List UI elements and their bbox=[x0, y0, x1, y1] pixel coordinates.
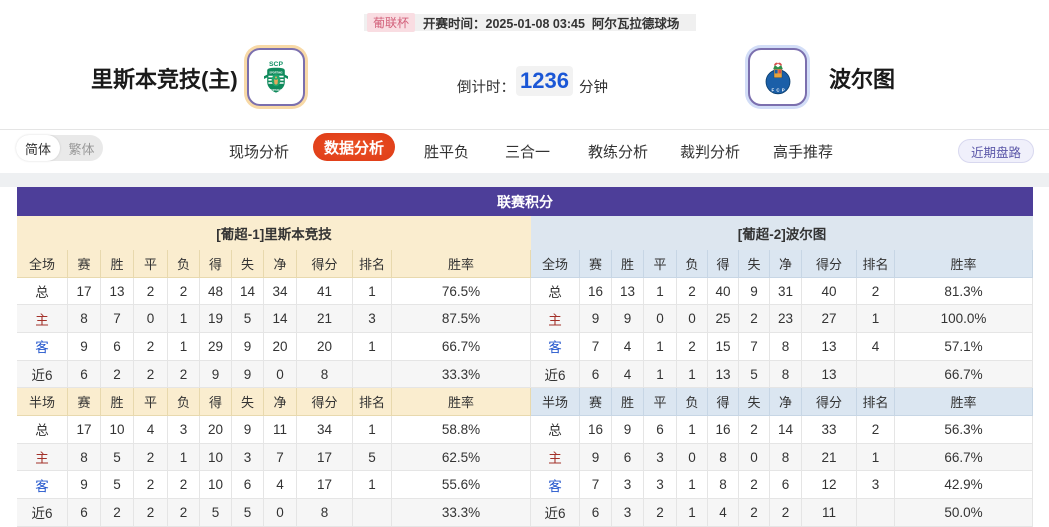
svg-text:F: F bbox=[771, 87, 774, 92]
svg-text:SPORTING: SPORTING bbox=[269, 71, 282, 74]
svg-text:P: P bbox=[781, 87, 784, 92]
svg-text:SCP: SCP bbox=[269, 61, 283, 68]
